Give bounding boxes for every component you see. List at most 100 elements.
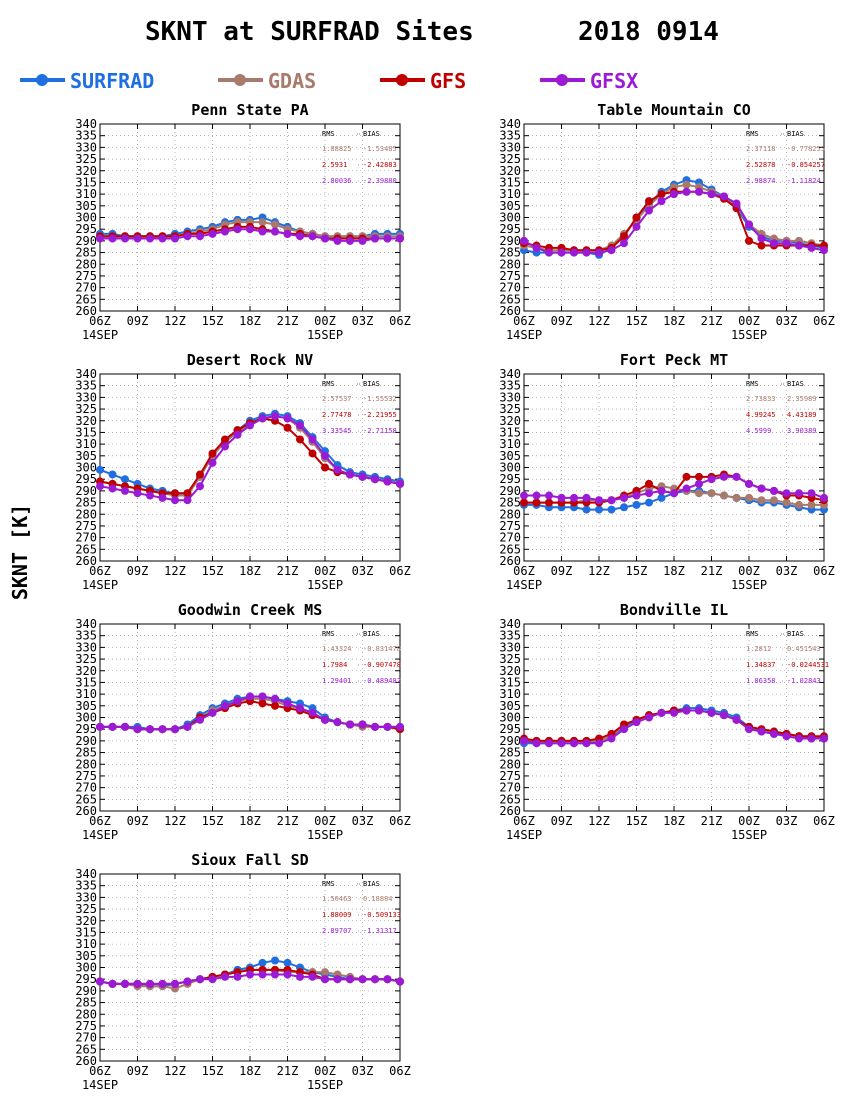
x-date-label: 14SEP bbox=[82, 828, 118, 842]
data-point bbox=[607, 734, 616, 743]
x-tick-label: 06Z bbox=[813, 564, 835, 578]
legend-label: GDAS bbox=[268, 69, 316, 93]
data-point bbox=[383, 234, 392, 243]
data-point bbox=[782, 498, 791, 507]
y-tick-label: 265 bbox=[499, 292, 521, 306]
data-point bbox=[520, 498, 528, 507]
data-point bbox=[396, 977, 404, 986]
data-point bbox=[358, 975, 367, 984]
x-tick-label: 03Z bbox=[776, 814, 798, 828]
stats-bias-gfs: -0.0244531 bbox=[787, 661, 829, 669]
data-point bbox=[757, 241, 766, 250]
figure-date: 2018 0914 bbox=[578, 17, 719, 47]
data-point bbox=[196, 715, 204, 724]
stats-header-bias: BIAS bbox=[363, 130, 380, 138]
data-point bbox=[258, 227, 267, 236]
data-point bbox=[607, 496, 616, 505]
x-tick-label: 09Z bbox=[127, 1064, 149, 1078]
x-tick-label: 00Z bbox=[314, 314, 336, 328]
data-point bbox=[96, 482, 104, 491]
stats-bias-gdas: -0.831478 bbox=[363, 645, 401, 653]
data-point bbox=[196, 482, 204, 491]
stats-bias-gdas: 0.451543 bbox=[787, 645, 821, 653]
y-tick-label: 290 bbox=[75, 484, 97, 498]
series-gfsx bbox=[96, 225, 404, 245]
data-point bbox=[171, 234, 179, 243]
stats-table: RMS BIAS 1.50463 0.18884 1.88009 -0.509133 2.8… bbox=[322, 880, 401, 935]
stats-bias-gdas: -1.55532 bbox=[363, 395, 397, 403]
data-point bbox=[770, 496, 778, 505]
data-point bbox=[283, 229, 292, 238]
legend-label: SURFRAD bbox=[70, 69, 154, 93]
data-point bbox=[321, 234, 329, 243]
data-point bbox=[183, 232, 192, 241]
stats-bias-gfsx: -1.31317 bbox=[363, 927, 397, 935]
data-point bbox=[121, 234, 129, 243]
stats-rms-gfs: 1.88009 bbox=[322, 911, 352, 919]
data-point bbox=[620, 239, 628, 248]
data-point bbox=[296, 972, 304, 981]
data-point bbox=[820, 246, 828, 255]
x-tick-label: 06Z bbox=[813, 314, 835, 328]
x-tick-label: 21Z bbox=[277, 564, 299, 578]
data-point bbox=[183, 977, 192, 986]
data-point bbox=[607, 505, 616, 514]
stats-bias-gdas: -0.778255 bbox=[787, 145, 825, 153]
x-tick-label: 06Z bbox=[389, 1064, 411, 1078]
x-date-label: 14SEP bbox=[82, 1078, 118, 1092]
data-point bbox=[233, 697, 242, 706]
data-point bbox=[657, 197, 666, 206]
data-point bbox=[545, 739, 553, 748]
data-point bbox=[807, 489, 816, 498]
x-tick-label: 18Z bbox=[663, 814, 685, 828]
data-point bbox=[108, 979, 117, 988]
data-point bbox=[146, 491, 154, 500]
data-point bbox=[570, 739, 578, 748]
stats-bias-gfs: -0.854257 bbox=[787, 161, 825, 169]
y-tick-label: 315 bbox=[499, 175, 521, 189]
data-point bbox=[233, 225, 242, 234]
data-point bbox=[371, 475, 379, 484]
y-tick-label: 285 bbox=[75, 996, 97, 1010]
data-point bbox=[283, 414, 292, 423]
y-tick-label: 300 bbox=[75, 961, 97, 975]
data-point bbox=[208, 708, 217, 717]
data-point bbox=[121, 979, 129, 988]
data-point bbox=[296, 421, 304, 430]
data-point bbox=[158, 493, 167, 502]
x-tick-label: 18Z bbox=[239, 314, 261, 328]
data-point bbox=[595, 248, 603, 257]
y-tick-label: 325 bbox=[499, 152, 521, 166]
y-tick-label: 260 bbox=[75, 1054, 97, 1068]
x-tick-label: 03Z bbox=[776, 564, 798, 578]
data-point bbox=[171, 489, 179, 498]
data-point bbox=[582, 739, 591, 748]
y-tick-label: 265 bbox=[75, 792, 97, 806]
y-tick-label: 305 bbox=[75, 699, 97, 713]
data-point bbox=[582, 505, 591, 514]
x-tick-label: 00Z bbox=[738, 314, 760, 328]
data-point bbox=[258, 970, 267, 979]
data-point bbox=[657, 708, 666, 717]
stats-bias-gfs: -2.42883 bbox=[363, 161, 397, 169]
y-tick-label: 295 bbox=[75, 222, 97, 236]
stats-header-rms: RMS bbox=[322, 880, 335, 888]
y-tick-label: 295 bbox=[499, 472, 521, 486]
data-point bbox=[670, 190, 678, 199]
y-tick-label: 280 bbox=[75, 1007, 97, 1021]
stats-rms-gfs: 2.77478 bbox=[322, 411, 352, 419]
data-point bbox=[108, 470, 117, 479]
y-tick-label: 265 bbox=[75, 292, 97, 306]
y-tick-label: 285 bbox=[75, 246, 97, 260]
y-tick-label: 265 bbox=[499, 542, 521, 556]
data-point bbox=[383, 477, 392, 486]
data-point bbox=[258, 958, 267, 967]
stats-bias-gdas: -1.53485 bbox=[363, 145, 397, 153]
x-tick-label: 06Z bbox=[513, 564, 535, 578]
y-tick-label: 295 bbox=[75, 722, 97, 736]
data-point bbox=[682, 706, 691, 715]
data-point bbox=[258, 699, 267, 708]
stats-table: RMS BIAS 2.57537 -1.55532 2.77478 -2.21955 3.3… bbox=[322, 380, 397, 435]
data-point bbox=[720, 472, 728, 481]
data-point bbox=[670, 489, 678, 498]
